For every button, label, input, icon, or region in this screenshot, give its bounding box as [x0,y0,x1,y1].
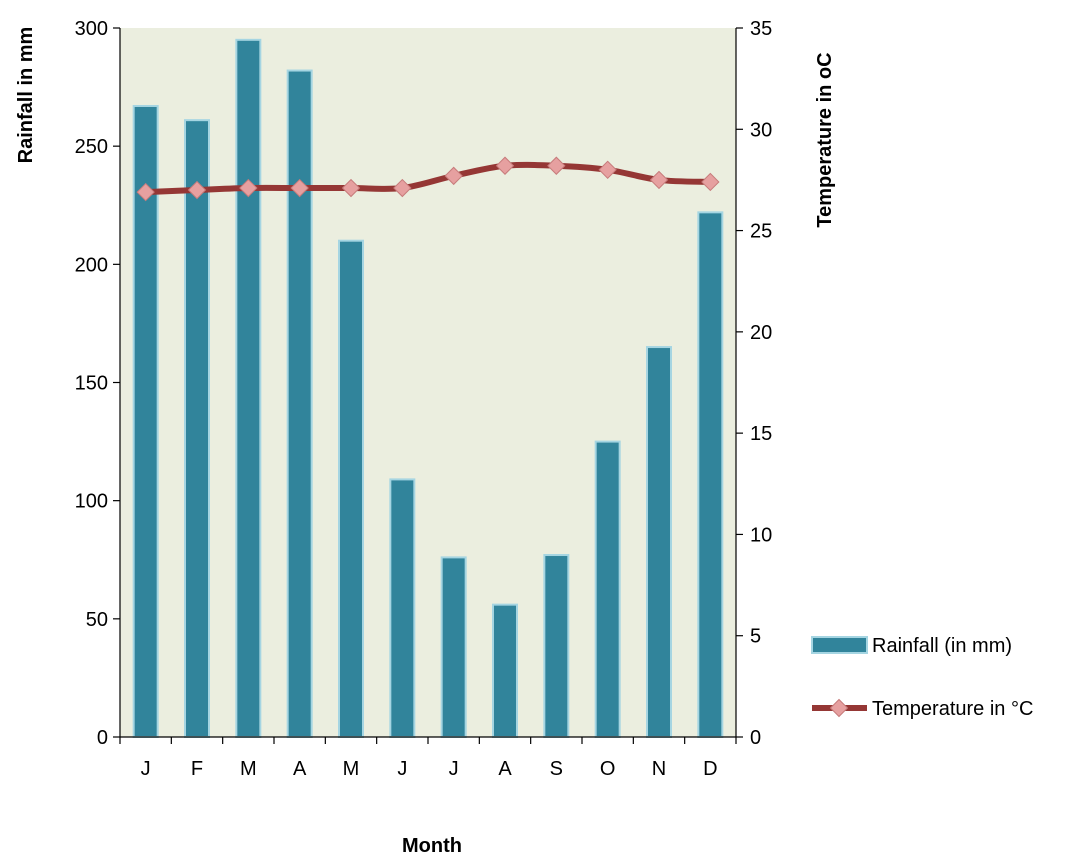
x-category-label: D [703,758,717,780]
temperature-marker [393,178,412,198]
temperature-marker [701,172,720,192]
x-category-label: S [550,758,563,780]
x-category-label: O [600,758,616,780]
temperature-marker [341,178,361,198]
temperature-marker [444,166,463,186]
x-axis-title: Month [402,835,462,856]
legend-temperature-marker [829,698,849,718]
temperature-marker [239,178,258,198]
right-tick-label: 20 [750,322,772,344]
rainfall-bar [235,38,262,739]
x-category-label: M [240,758,257,780]
rainfall-bar [646,346,672,738]
legend-temperature-label: Temperature in °C [872,698,1033,720]
temperature-marker [598,160,617,179]
right-tick-label: 25 [750,221,772,243]
right-tick-label: 10 [750,524,772,546]
x-category-label: J [141,758,151,780]
rainfall-bar [492,603,518,738]
x-category-label: F [191,758,203,780]
rainfall-bar [594,440,621,738]
plot-area [120,28,736,737]
rainfall-bar [543,554,570,738]
right-axis-ticks: 0 5 10 15 20 25 30 35 [736,18,772,749]
x-category-label: A [293,758,307,780]
left-axis-ticks: 0 50 100 150 200 250 300 [75,18,120,749]
right-tick-label: 35 [750,18,772,40]
rainfall-bar [389,478,416,738]
rainfall-bar [440,556,467,738]
x-category-label: J [397,758,407,780]
rainfall-bar [286,69,313,739]
temperature-marker [136,182,155,202]
legend-rainfall-swatch [811,636,868,654]
left-tick-label: 50 [86,609,108,631]
rainfall-bar [184,119,210,739]
legend-item-rainfall: Rainfall (in mm) [811,635,1012,657]
left-tick-label: 0 [97,727,108,749]
rainfall-bar [697,211,724,738]
rainfall-bar [338,239,364,738]
x-category-label: N [652,758,666,780]
x-category-label: A [498,758,512,780]
left-tick-label: 100 [75,491,108,513]
y-axis-right-title: Temperature in oC [814,52,836,227]
right-tick-label: 5 [750,626,761,648]
left-tick-label: 200 [75,254,108,276]
y-axis-left-title: Rainfall in mm [15,27,37,164]
temperature-marker [547,156,566,175]
right-tick-label: 15 [750,423,772,445]
x-category-label: J [449,758,459,780]
temperature-marker [649,170,669,190]
temperature-marker [290,178,309,198]
x-category-label: M [343,758,360,780]
right-tick-label: 30 [750,119,772,141]
left-tick-label: 150 [75,373,108,395]
temperature-marker [187,180,207,200]
right-tick-label: 0 [750,727,761,749]
temperature-line [136,156,720,202]
left-tick-label: 300 [75,18,108,40]
temperature-marker [495,156,515,175]
left-tick-label: 250 [75,136,108,158]
legend-item-temperature: Temperature in °C [812,698,1033,720]
legend: Rainfall (in mm) Temperature in °C [811,635,1033,720]
rainfall-bars [132,38,724,739]
legend-rainfall-label: Rainfall (in mm) [872,635,1012,657]
